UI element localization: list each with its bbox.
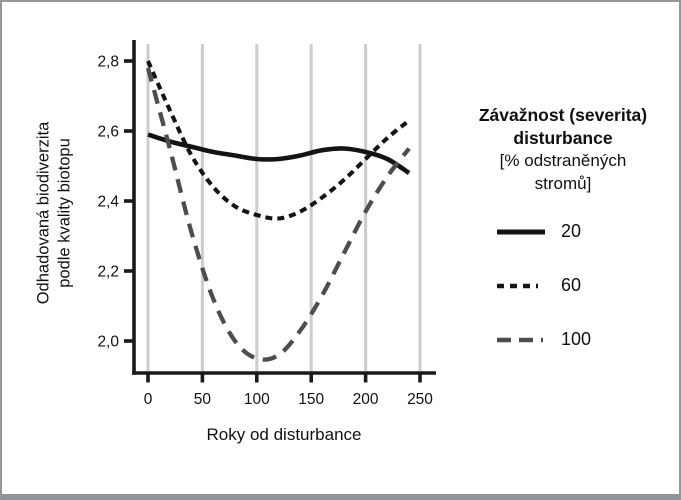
y-tick-label: 2,6 [97,124,119,141]
legend-line-sample-long-dash [497,337,545,342]
legend-item-60: 60 [496,275,581,296]
chart-content: Odhadovaná biodiverzita podle kvality bi… [2,2,679,454]
y-tick-label: 2,8 [97,54,119,71]
x-tick-label: 150 [298,391,324,408]
legend-label-20: 20 [561,221,582,242]
legend-item-100: 100 [496,329,591,350]
legend-items: 20 60 100 [452,221,674,350]
y-tick-label: 2,4 [97,194,119,211]
legend-title-line1: Závažnost (severita) [478,105,648,125]
series-line-60 [146,60,411,221]
y-tick-label: 2,0 [97,334,119,351]
x-tick-label: 100 [244,391,270,408]
y-axis-title-line1: Odhadovaná biodiverzita [34,122,53,305]
legend-item-20: 20 [496,221,581,242]
x-tick-label: 200 [353,391,379,408]
y-tick-label: 2,2 [97,264,119,281]
series-line-100 [145,67,411,362]
y-axis-title-line2: podle kvality biotopu [56,138,74,289]
legend-subtitle-line1: [% odstraněných [499,151,627,171]
plot-area: 2,0 2,2 2,4 2,6 2,8 0 50 100 150 200 250 Roky od di… [97,40,436,444]
x-tick-label: 250 [407,391,433,408]
legend-title-line2: disturbance [513,128,613,149]
y-axis-title-text: Odhadovaná biodiverzita podle kvality bi… [34,122,77,305]
legend-subtitle-line2: stromů] [534,173,592,193]
x-tick-label: 0 [144,391,153,408]
legend-label-60: 60 [561,275,582,296]
legend-label-100: 100 [561,329,592,350]
legend-line-sample-solid [497,229,545,235]
y-axis-title: Odhadovaná biodiverzita podle kvality bi… [26,16,84,436]
legend: Závažnost (severita) disturbance [% odst… [452,104,674,350]
x-tick-label: 50 [194,391,212,408]
legend-line-sample-short-dash [497,283,545,288]
series-line-20 [147,132,411,175]
x-axis-title: Roky od disturbance [207,425,362,444]
